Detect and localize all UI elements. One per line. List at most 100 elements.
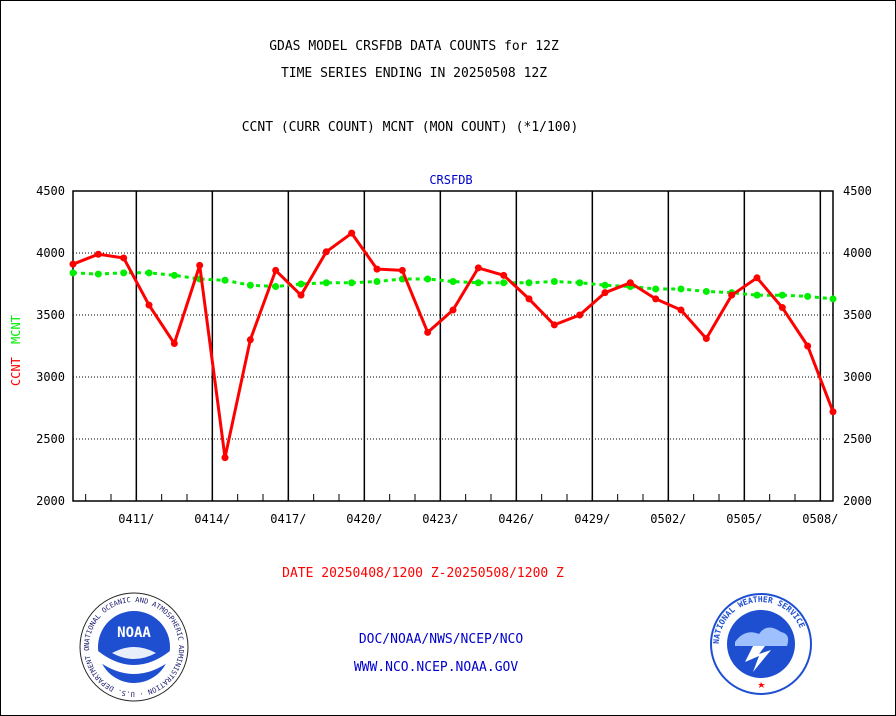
footer-link-www[interactable]: WWW.NCO.NCEP.NOAA.GOV	[353, 660, 519, 675]
noaa-logo-text: NOAA	[117, 625, 151, 641]
series-line-ccnt	[72, 231, 835, 460]
data-point-ccnt	[94, 250, 102, 258]
x-tick-label: 0414/	[194, 512, 230, 526]
data-point-ccnt	[297, 291, 305, 299]
data-point-mcnt	[804, 292, 812, 300]
data-point-mcnt	[145, 269, 153, 277]
y-axis-label-mcnt: MCNT	[9, 315, 23, 344]
data-point-ccnt	[728, 291, 736, 299]
data-point-ccnt	[170, 340, 178, 348]
x-tick-label: 0426/	[498, 512, 534, 526]
noaa-logo: NATIONAL OCEANIC AND ATMOSPHERIC ADMINIS…	[78, 591, 189, 702]
data-point-ccnt	[576, 311, 584, 319]
data-point-mcnt	[778, 291, 786, 299]
y-tick-label-right: 4000	[843, 246, 872, 260]
x-tick-label: 0417/	[270, 512, 306, 526]
y-tick-label-left: 2500	[36, 432, 65, 446]
chart-header-line-2: TIME SERIES ENDING IN 20250508 12Z	[280, 66, 548, 81]
series-line-mcnt	[72, 271, 834, 301]
footer-link-doc[interactable]: DOC/NOAA/NWS/NCEP/NCO	[358, 632, 524, 647]
y-tick-label-left: 4500	[36, 184, 65, 198]
data-point-ccnt	[778, 304, 786, 312]
data-point-ccnt	[221, 454, 229, 462]
y-axis-label-ccnt: CCNT	[9, 357, 23, 386]
data-point-ccnt	[424, 328, 432, 336]
data-point-mcnt	[246, 281, 254, 289]
data-point-mcnt	[170, 271, 178, 279]
data-point-mcnt	[94, 270, 102, 278]
data-point-ccnt	[829, 408, 837, 416]
data-point-mcnt	[550, 278, 558, 286]
data-point-ccnt	[677, 306, 685, 314]
data-point-mcnt	[120, 269, 128, 277]
y-tick-label-right: 2000	[843, 494, 872, 508]
data-point-mcnt	[500, 279, 508, 287]
y-tick-label-left: 3500	[36, 308, 65, 322]
data-point-mcnt	[449, 278, 457, 286]
data-point-ccnt	[601, 289, 609, 297]
x-tick-labels: 0411/0414/0417/0420/0423/0426/0429/0502/…	[118, 512, 838, 526]
y-tick-label-left: 3000	[36, 370, 65, 384]
data-point-mcnt	[297, 280, 305, 288]
x-tick-label: 0423/	[422, 512, 458, 526]
data-point-ccnt	[120, 254, 128, 262]
data-point-ccnt	[69, 260, 77, 268]
data-point-mcnt	[221, 276, 229, 284]
data-point-ccnt	[145, 301, 153, 309]
data-point-ccnt	[804, 342, 812, 350]
data-point-ccnt	[398, 266, 406, 274]
data-point-mcnt	[652, 285, 660, 293]
x-grid-lines	[85, 191, 822, 501]
data-point-mcnt	[525, 279, 533, 287]
data-point-ccnt	[500, 271, 508, 279]
data-point-ccnt	[753, 274, 761, 282]
x-tick-label: 0411/	[118, 512, 154, 526]
data-point-ccnt	[348, 229, 356, 237]
x-tick-label: 0508/	[802, 512, 838, 526]
y-tick-label-right: 4500	[843, 184, 872, 198]
data-point-mcnt	[829, 295, 837, 303]
data-point-ccnt	[272, 266, 280, 274]
y-tick-label-right: 3000	[843, 370, 872, 384]
chart-header-line-1: GDAS MODEL CRSFDB DATA COUNTS for 12Z	[269, 39, 559, 54]
chart-header-line-3: CCNT (CURR COUNT) MCNT (MON COUNT) (*1/1…	[241, 120, 579, 135]
data-point-mcnt	[322, 279, 330, 287]
y-tick-label-right: 2500	[843, 432, 872, 446]
x-tick-label: 0429/	[574, 512, 610, 526]
data-point-mcnt	[601, 281, 609, 289]
x-tick-label: 0505/	[726, 512, 762, 526]
data-point-ccnt	[246, 336, 254, 344]
data-point-mcnt	[753, 291, 761, 299]
data-point-ccnt	[626, 279, 634, 287]
plot-area	[72, 190, 834, 502]
data-point-mcnt	[424, 275, 432, 283]
data-point-mcnt	[69, 269, 77, 277]
data-point-ccnt	[525, 295, 533, 303]
x-tick-label: 0502/	[650, 512, 686, 526]
data-point-mcnt	[576, 279, 584, 287]
y-tick-labels: 2000 2000 2500 2500 3000 3000 3500 3500 4000 4000…	[36, 184, 872, 508]
y-tick-label-left: 4000	[36, 246, 65, 260]
data-point-ccnt	[373, 265, 381, 273]
nws-logo: NATIONAL WEATHER SERVICE	[710, 593, 812, 695]
y-axis-label: CCNT MCNT	[9, 315, 23, 386]
grid-lines	[73, 252, 833, 440]
data-point-ccnt	[702, 335, 710, 343]
chart-title: CRSFDB	[429, 173, 472, 187]
data-point-ccnt	[474, 264, 482, 272]
data-point-ccnt	[449, 306, 457, 314]
data-point-mcnt	[702, 287, 710, 295]
data-point-mcnt	[348, 279, 356, 287]
date-range-label: DATE 20250408/1200 Z-20250508/1200 Z	[282, 566, 564, 581]
data-point-mcnt	[373, 278, 381, 286]
y-tick-label-left: 2000	[36, 494, 65, 508]
x-tick-label: 0420/	[346, 512, 382, 526]
series-layer	[69, 229, 837, 462]
data-point-ccnt	[196, 261, 204, 269]
data-point-mcnt	[474, 279, 482, 287]
data-point-ccnt	[322, 248, 330, 256]
data-point-ccnt	[550, 321, 558, 329]
y-tick-label-right: 3500	[843, 308, 872, 322]
data-point-mcnt	[677, 285, 685, 293]
